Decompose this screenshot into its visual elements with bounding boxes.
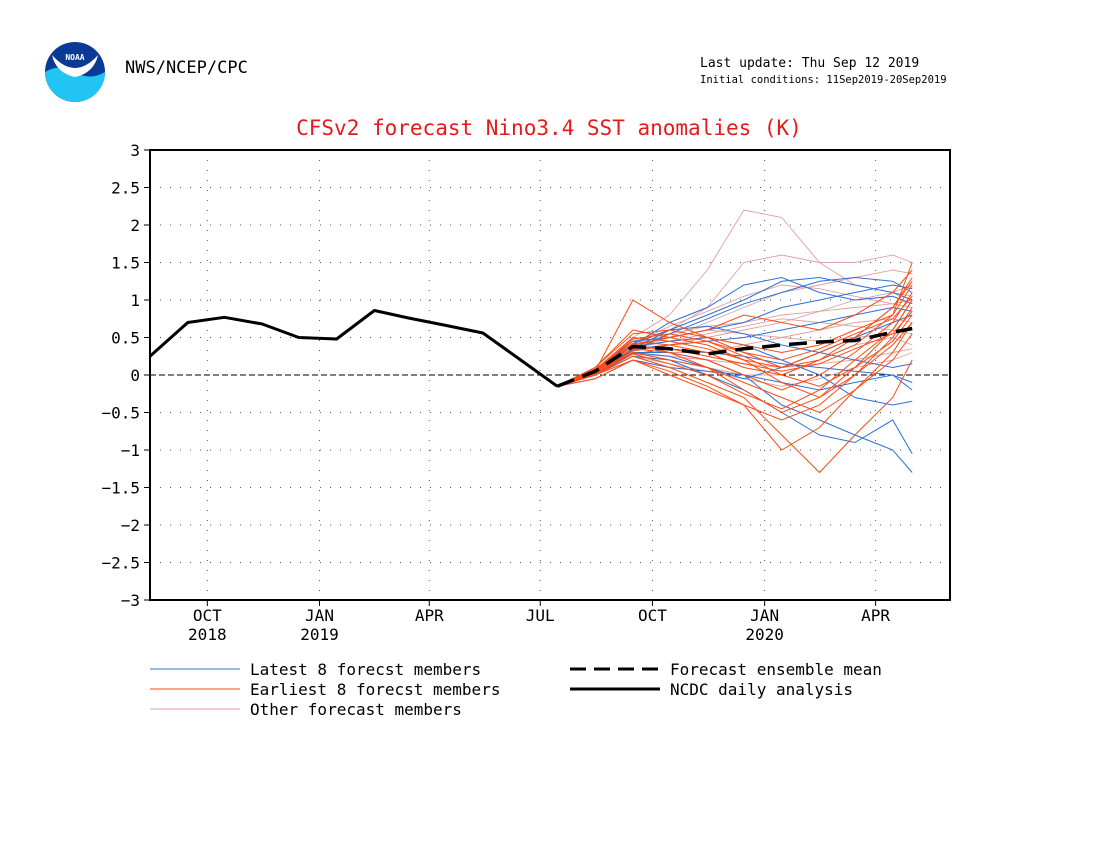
earliest-member-line <box>557 284 913 387</box>
earliest-member-line <box>557 295 913 387</box>
x-tick-year-label: 2018 <box>188 625 227 644</box>
y-tick-label: −2.5 <box>101 554 140 573</box>
agency-label: NWS/NCEP/CPC <box>125 58 248 78</box>
forecast-members <box>557 209 913 474</box>
chart-title: CFSv2 forecast Nino3.4 SST anomalies (K) <box>296 116 802 140</box>
x-tick-label: APR <box>861 606 890 625</box>
x-tick-label: OCT <box>193 606 222 625</box>
noaa-logo: NOAA <box>45 42 105 102</box>
main-lines <box>149 309 913 388</box>
y-tick-label: −0.5 <box>101 404 140 423</box>
y-axis: 3 2.5 2 1.5 1 0.5 0 −0.5 −1 −1.5 −2 −2.5 −3 <box>101 141 150 610</box>
legend-label-other: Other forecast members <box>250 700 462 719</box>
legend-label-observed: NCDC daily analysis <box>670 680 853 699</box>
legend-label-earliest: Earliest 8 forecst members <box>250 680 500 699</box>
x-tick-label: JAN <box>305 606 334 625</box>
y-tick-label: −1.5 <box>101 479 140 498</box>
y-tick-label: −3 <box>121 591 140 610</box>
earliest-member-line <box>557 314 913 387</box>
grid <box>150 150 950 600</box>
latest-member-line <box>557 284 913 387</box>
y-tick-label: 1 <box>130 291 140 310</box>
latest-member-line <box>557 314 913 387</box>
x-tick-label: JUL <box>526 606 555 625</box>
plot-frame <box>149 149 951 601</box>
last-update: Last update: Thu Sep 12 2019 <box>700 56 920 71</box>
legend-label-mean: Forecast ensemble mean <box>670 660 882 679</box>
earliest-member-line <box>557 333 913 414</box>
earliest-member-line <box>557 292 913 391</box>
x-tick-label: APR <box>415 606 444 625</box>
y-tick-label: 0.5 <box>111 329 140 348</box>
legend-label-latest: Latest 8 forecst members <box>250 660 481 679</box>
y-tick-label: 1.5 <box>111 254 140 273</box>
earliest-member-line <box>557 299 913 410</box>
y-tick-label: 3 <box>130 141 140 160</box>
earliest-member-line <box>557 355 913 474</box>
y-tick-label: 0 <box>130 366 140 385</box>
ensemble-mean-line <box>556 326 913 388</box>
y-tick-label: −1 <box>121 441 140 460</box>
initial-conditions: Initial conditions: 11Sep2019-20Sep2019 <box>700 74 947 86</box>
x-tick-label: JAN <box>750 606 779 625</box>
earliest-member-line <box>557 281 913 387</box>
earliest-member-line <box>557 322 913 451</box>
y-tick-label: −2 <box>121 516 140 535</box>
x-tick-year-label: 2020 <box>745 625 784 644</box>
observed-line <box>149 309 559 388</box>
y-tick-label: 2.5 <box>111 179 140 198</box>
y-tick-label: 2 <box>130 216 140 235</box>
logo-text: NOAA <box>65 53 84 62</box>
x-tick-year-label: 2019 <box>300 625 339 644</box>
x-tick-label: OCT <box>638 606 667 625</box>
